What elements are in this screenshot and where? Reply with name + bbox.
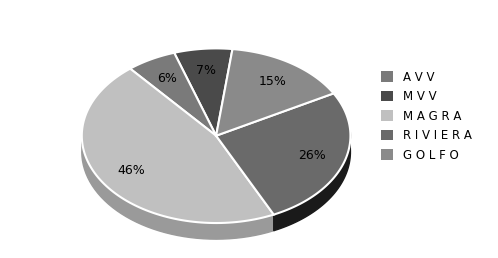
- Polygon shape: [82, 69, 274, 223]
- Polygon shape: [274, 130, 351, 231]
- Legend: A V V, M V V, M A G R A, R I V I E R A, G O L F O: A V V, M V V, M A G R A, R I V I E R A, …: [377, 66, 476, 166]
- Text: 15%: 15%: [258, 75, 286, 88]
- Text: 7%: 7%: [196, 64, 216, 77]
- Text: 6%: 6%: [157, 72, 177, 85]
- Polygon shape: [216, 49, 334, 136]
- Text: 46%: 46%: [118, 165, 145, 178]
- Polygon shape: [174, 49, 233, 136]
- Text: 26%: 26%: [298, 149, 326, 162]
- Polygon shape: [216, 93, 351, 215]
- Polygon shape: [82, 132, 274, 239]
- Polygon shape: [130, 53, 216, 136]
